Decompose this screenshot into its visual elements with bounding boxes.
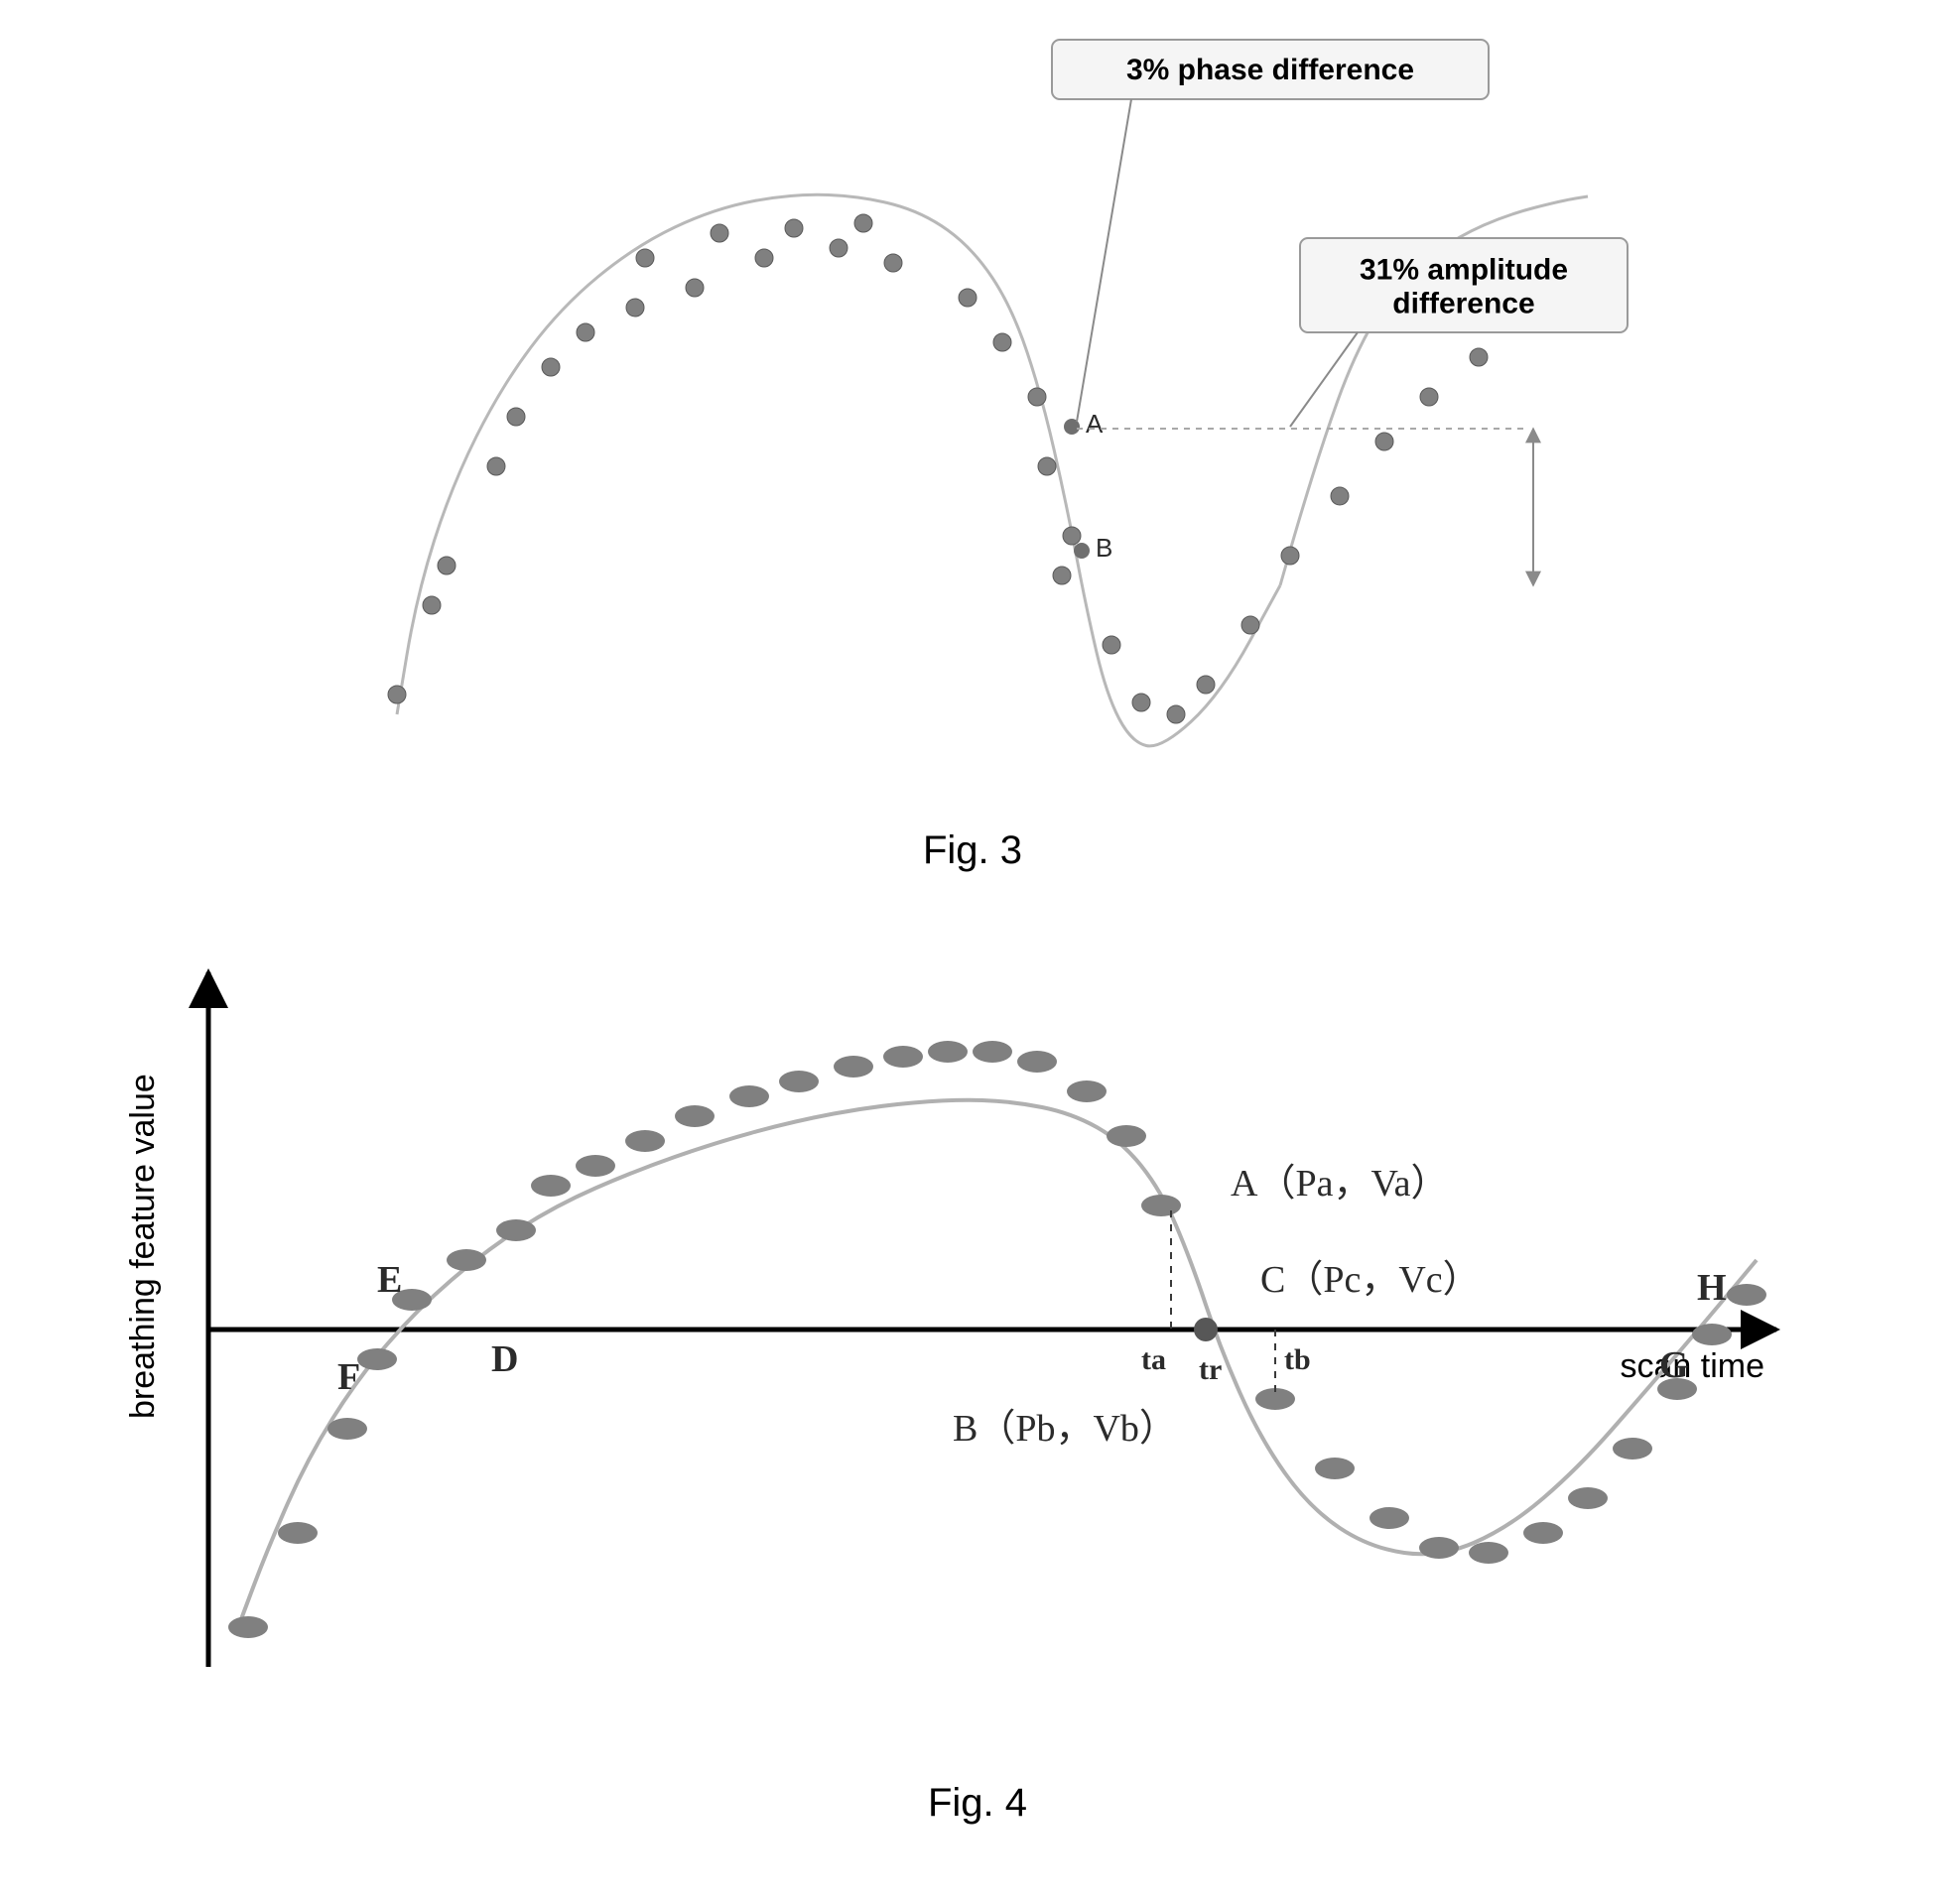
fig3-dot	[1063, 527, 1081, 545]
fig3-dot	[388, 686, 406, 703]
fig3-dot	[423, 596, 441, 614]
fig3-point-b	[1074, 543, 1090, 559]
fig4-dot	[1017, 1051, 1057, 1073]
fig3-dot	[830, 239, 848, 257]
fig4-label-tr: tr	[1199, 1353, 1222, 1386]
fig4-label-a: A（Pa，Va）	[1231, 1163, 1449, 1205]
fig4-dot	[973, 1041, 1012, 1063]
fig3-dot	[686, 279, 704, 297]
amp-callout-text-1: 31% amplitude	[1360, 253, 1568, 286]
fig4: breathing feature value scan time A（Pa，Va）…	[124, 972, 1776, 1825]
fig3-dot	[1038, 457, 1056, 475]
fig3-dot	[1103, 636, 1120, 654]
figure-canvas: A B 3% phase difference 31% amplitudediffer…	[0, 0, 1956, 1904]
fig3-dot	[1132, 694, 1150, 711]
fig3-dot	[1281, 547, 1299, 565]
fig4-dot	[1568, 1487, 1608, 1509]
fig4-caption: Fig. 4	[928, 1781, 1027, 1825]
fig4-dot	[1141, 1195, 1181, 1216]
fig4-dot	[1523, 1522, 1563, 1544]
fig4-label-d: D	[491, 1338, 518, 1380]
fig4-label-tb: tb	[1284, 1343, 1311, 1376]
fig3-dot	[626, 299, 644, 317]
fig4-label-g: G	[1659, 1344, 1689, 1386]
fig4-dot	[1369, 1507, 1409, 1529]
fig3-dot	[577, 323, 594, 341]
fig4-label-f: F	[337, 1356, 360, 1398]
fig4-dot	[675, 1105, 715, 1127]
amp-callout-text-2: difference	[1392, 287, 1534, 319]
fig4-point-c	[1194, 1318, 1218, 1341]
fig4-dot	[576, 1155, 615, 1177]
fig3-dot	[1375, 433, 1393, 450]
x-axis-label: scan time	[1621, 1347, 1765, 1385]
fig4-dot	[1067, 1080, 1107, 1102]
fig3-dot	[1241, 616, 1259, 634]
fig4-dot	[779, 1071, 819, 1092]
fig3-dot	[1053, 567, 1071, 584]
fig3-dot	[993, 333, 1011, 351]
fig4-dot	[496, 1219, 536, 1241]
fig4-dot	[625, 1130, 665, 1152]
fig4-dot	[1727, 1284, 1766, 1306]
fig3-dot	[636, 249, 654, 267]
fig3: A B 3% phase difference 31% amplitudediffer…	[388, 40, 1628, 872]
fig4-dot	[447, 1249, 486, 1271]
fig4-dot	[278, 1522, 318, 1544]
fig3-dot	[1420, 388, 1438, 406]
fig4-dot	[1692, 1324, 1732, 1345]
fig4-dot	[228, 1616, 268, 1638]
fig3-dot	[1331, 487, 1349, 505]
fig4-label-h: H	[1697, 1267, 1727, 1309]
fig4-dot	[1613, 1438, 1652, 1460]
fig3-dot	[711, 224, 728, 242]
fig3-curve-1	[397, 194, 1280, 746]
fig3-dot	[1470, 348, 1488, 366]
fig3-dot	[785, 219, 803, 237]
fig4-dot	[1419, 1537, 1459, 1559]
fig4-dot	[729, 1085, 769, 1107]
amp-callout-leader	[1290, 332, 1358, 427]
fig4-curve	[238, 1100, 1757, 1627]
fig4-label-c: C（Pc，Vc）	[1260, 1259, 1481, 1301]
fig4-dot	[357, 1348, 397, 1370]
fig3-dot	[507, 408, 525, 426]
fig4-dot	[327, 1418, 367, 1440]
fig3-dot	[1197, 676, 1215, 694]
fig4-dot	[1469, 1542, 1508, 1564]
fig4-dot	[1107, 1125, 1146, 1147]
fig3-dot	[1167, 705, 1185, 723]
fig4-dot	[1315, 1458, 1355, 1479]
fig3-label-b: B	[1096, 533, 1112, 563]
fig3-dot	[1028, 388, 1046, 406]
fig4-dot	[928, 1041, 968, 1063]
fig4-label-b: B（Pb，Vb）	[953, 1408, 1177, 1450]
fig3-dot	[755, 249, 773, 267]
fig3-dot	[884, 254, 902, 272]
fig3-label-a: A	[1086, 409, 1104, 439]
fig4-dot	[531, 1175, 571, 1197]
fig4-label-e: E	[377, 1259, 402, 1301]
fig4-label-ta: ta	[1141, 1343, 1166, 1376]
fig3-dot	[854, 214, 872, 232]
fig3-dot	[542, 358, 560, 376]
fig3-dot	[959, 289, 977, 307]
phase-callout-leader	[1077, 99, 1131, 422]
fig3-caption: Fig. 3	[923, 828, 1022, 872]
phase-callout-text: 3% phase difference	[1126, 54, 1414, 86]
fig4-dot	[834, 1056, 873, 1078]
y-axis-label: breathing feature value	[124, 1074, 162, 1419]
fig3-dot	[438, 557, 456, 574]
fig4-dot	[883, 1046, 923, 1068]
fig3-dot	[487, 457, 505, 475]
